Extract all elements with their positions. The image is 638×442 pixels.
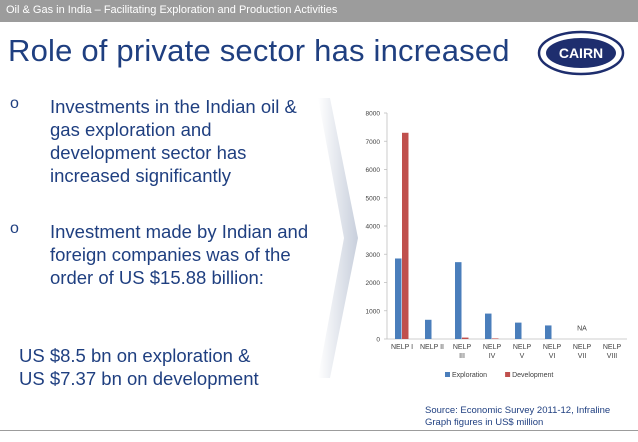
bar-exploration (485, 313, 492, 339)
investment-summary: US $8.5 bn on exploration & US $7.37 bn … (19, 344, 259, 390)
bullet-marker: o (10, 220, 19, 237)
bullet-text: Investment made by Indian and foreign co… (50, 221, 309, 288)
bar-exploration (395, 258, 402, 339)
y-tick-label: 5000 (366, 195, 381, 202)
header-text: Oil & Gas in India – Facilitating Explor… (6, 4, 338, 16)
bar-exploration (515, 322, 522, 339)
footer-divider (0, 430, 638, 431)
x-tick-label: NELP II (420, 344, 444, 351)
slide-title: Role of private sector has increased (8, 33, 510, 68)
bar-development (462, 337, 469, 339)
cairn-logo: CAIRN (537, 30, 625, 76)
y-tick-label: 4000 (366, 224, 381, 231)
bullet-marker: o (10, 95, 19, 112)
y-tick-label: 1000 (366, 308, 381, 315)
x-tick-label: VII (578, 353, 587, 360)
annotation-label: NA (577, 326, 587, 333)
x-tick-label: NELP (603, 344, 622, 351)
summary-line: US $7.37 bn on development (19, 368, 259, 389)
bar-exploration (545, 325, 552, 339)
y-tick-label: 6000 (366, 167, 381, 174)
x-tick-label: IV (489, 353, 496, 360)
legend-swatch (505, 372, 511, 377)
x-tick-label: VI (549, 353, 556, 360)
x-tick-label: V (520, 353, 525, 360)
bar-development (402, 132, 409, 339)
source-note: Source: Economic Survey 2011-12, Infrali… (425, 405, 610, 429)
x-tick-label: NELP (513, 344, 532, 351)
summary-line: US $8.5 bn on exploration & (19, 345, 251, 366)
x-tick-label: NELP I (391, 344, 413, 351)
legend-swatch (445, 372, 450, 377)
x-tick-label: NELP (573, 344, 592, 351)
x-tick-label: III (459, 353, 465, 360)
source-line: Graph figures in US$ million (425, 417, 544, 428)
bar-development (492, 338, 499, 339)
legend-label: Development (512, 372, 553, 379)
y-tick-label: 0 (376, 337, 380, 344)
x-tick-label: NELP (483, 344, 502, 351)
legend-label: Exploration (452, 372, 487, 379)
chevron-arrow-icon (318, 98, 358, 378)
source-line: Source: Economic Survey 2011-12, Infrali… (425, 405, 611, 416)
x-tick-label: NELP (453, 344, 472, 351)
bullet-text: Investments in the Indian oil & gas expl… (50, 96, 297, 186)
header-bar: Oil & Gas in India – Facilitating Explor… (0, 0, 638, 22)
y-tick-label: 2000 (366, 280, 381, 287)
bar-exploration (455, 262, 462, 339)
x-tick-label: NELP (543, 344, 562, 351)
x-tick-label: VIII (607, 353, 618, 360)
y-tick-label: 7000 (366, 139, 381, 146)
y-tick-label: 3000 (366, 252, 381, 259)
bar-exploration (425, 319, 432, 339)
logo-text: CAIRN (559, 45, 603, 61)
investment-bar-chart: 0 1000 2000 3000 4000 5000 6000 7000 8000 NELP I N… (366, 111, 627, 379)
y-tick-label: 8000 (366, 111, 381, 118)
